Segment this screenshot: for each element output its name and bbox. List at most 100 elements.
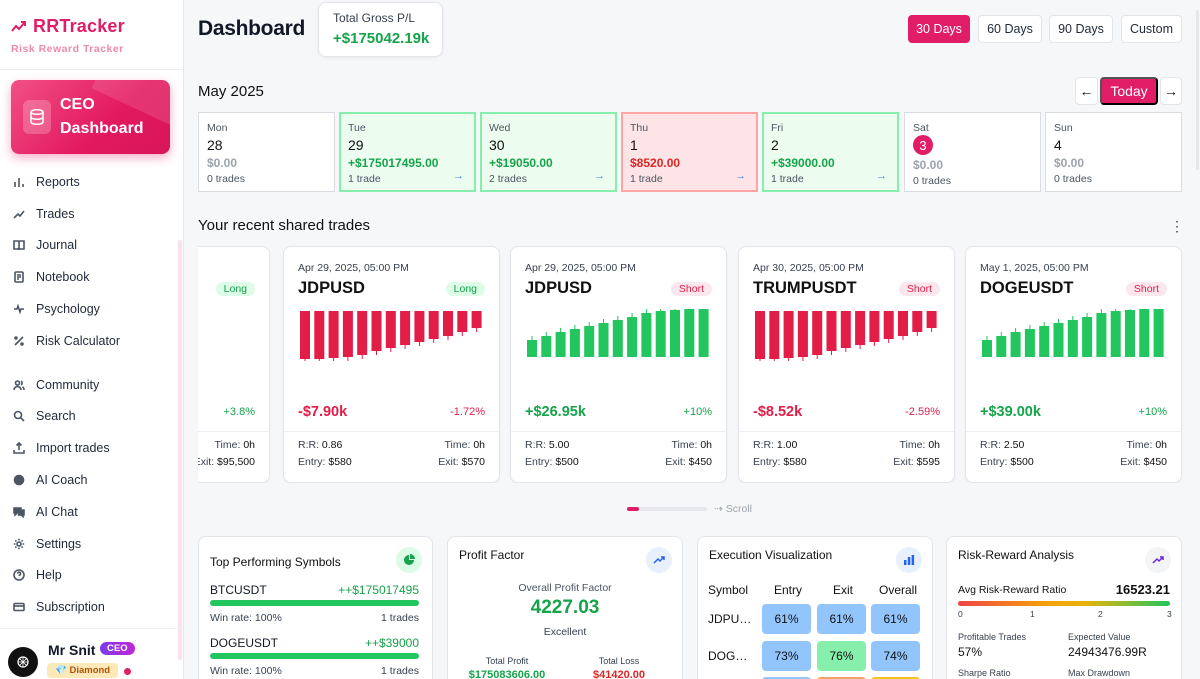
gross-label: Total Gross P/L [333, 11, 416, 25]
sidebar-item-ai-coach[interactable]: AI Coach [0, 464, 178, 496]
candle [314, 311, 325, 359]
sidebar-scrollbar[interactable] [178, 240, 182, 660]
database-icon [23, 100, 51, 134]
calendar-day[interactable]: Thu 1 $8520.00 1 trade → [621, 112, 758, 192]
trade-card[interactable]: Apr 30, 2025, 05:00 PM TRUMPUSDT Short -$8.… [738, 246, 955, 483]
calendar-day[interactable]: Sun 4 $0.00 0 trades [1045, 112, 1182, 192]
user-profile[interactable]: Mr Snit CEO 💎 Diamond [0, 628, 184, 679]
sidebar-item-trades[interactable]: Trades [0, 198, 178, 230]
trade-rr-time-row: R:R: 0.86 Time: 0h [298, 439, 485, 451]
top-symbols-title: Top Performing Symbols [210, 555, 341, 569]
sidebar-item-reports[interactable]: Reports [0, 166, 178, 198]
card-icon [13, 602, 25, 612]
candle [371, 311, 382, 351]
rr-label: R:R: [980, 439, 1001, 451]
time-field: Time: 0h [445, 439, 485, 451]
exec-exit-cell[interactable]: 76% [817, 641, 866, 671]
candle [783, 311, 794, 358]
sidebar-item-psychology[interactable]: Psychology [0, 293, 178, 325]
exec-overall-cell[interactable]: 74% [871, 641, 920, 671]
arrow-right-icon[interactable]: → [735, 170, 746, 182]
exit-label: Exit: [198, 456, 215, 468]
day-pl: $0.00 [913, 158, 944, 172]
profit-factor-value: 4227.03 [530, 597, 600, 618]
calendar-day[interactable]: Sat 3 $0.00 0 trades [904, 112, 1041, 192]
sidebar-item-risk-calculator[interactable]: Risk Calculator [0, 325, 178, 357]
carousel-scrollbar[interactable] [627, 507, 707, 511]
trade-card[interactable]: Long +3.8% Time: 0h Exit: $95,500 [198, 246, 270, 483]
entry-value: $500 [1010, 456, 1034, 468]
candlestick-chart [982, 309, 1164, 357]
entry-label: Entry: [298, 456, 326, 468]
sidebar-item-journal[interactable]: Journal [0, 230, 178, 262]
sidebar-item-settings[interactable]: Settings [0, 528, 178, 560]
book-icon [13, 240, 25, 251]
arrow-right-icon[interactable]: → [453, 170, 464, 182]
sidebar-item-notebook[interactable]: Notebook [0, 261, 178, 293]
ceo-dashboard-button[interactable]: CEO Dashboard [11, 80, 170, 154]
calendar-day[interactable]: Tue 29 +$175017495.00 1 trade → [339, 112, 476, 192]
range-30-days-button[interactable]: 30 Days [908, 15, 970, 43]
recent-trades-carousel[interactable]: Long +3.8% Time: 0h Exit: $95,500 Apr 29, … [198, 246, 1184, 483]
day-pl: $0.00 [207, 156, 238, 170]
exec-overall-cell-partial[interactable] [871, 677, 920, 679]
candle [300, 311, 310, 359]
trend-up-icon[interactable] [646, 547, 672, 573]
day-name: Fri [771, 122, 784, 134]
range-custom-button[interactable]: Custom [1121, 15, 1182, 43]
exec-entry-cell[interactable]: 73% [762, 641, 811, 671]
sidebar-item-community[interactable]: Community [0, 369, 178, 401]
pie-chart-icon[interactable] [396, 547, 422, 573]
card-divider [511, 431, 726, 432]
trade-card[interactable]: Apr 29, 2025, 05:00 PM JDPUSD Short +$26.95… [510, 246, 727, 483]
sidebar-item-search[interactable]: Search [0, 401, 178, 433]
logo[interactable]: RRTracker Risk Reward Tracker [0, 0, 183, 70]
symbol-row[interactable]: BTCUSDT ++$175017495 [210, 583, 419, 597]
calendar-month: May 2025 [198, 83, 264, 100]
carousel-scroll-thumb[interactable] [627, 507, 639, 511]
calendar-day[interactable]: Mon 28 $0.00 0 trades [198, 112, 335, 192]
exec-entry-cell[interactable]: 61% [762, 604, 811, 634]
candle [328, 311, 339, 358]
entry-value: $580 [328, 456, 352, 468]
arrow-right-icon[interactable]: → [594, 170, 605, 182]
total-loss-value: $41420.00 [593, 669, 645, 679]
today-button[interactable]: Today [1100, 77, 1158, 105]
page-scrollbar[interactable] [1196, 10, 1199, 170]
prev-week-button[interactable]: ← [1075, 77, 1098, 105]
sidebar-item-import-trades[interactable]: Import trades [0, 432, 178, 464]
candle [982, 340, 992, 357]
range-60-days-button[interactable]: 60 Days [978, 15, 1042, 43]
range-90-days-button[interactable]: 90 Days [1049, 15, 1113, 43]
trade-card[interactable]: May 1, 2025, 05:00 PM DOGEUSDT Short +$39.0… [965, 246, 1182, 483]
avatar[interactable] [8, 647, 38, 677]
sidebar-item-help[interactable]: Help [0, 560, 178, 592]
sidebar-item-ai-chat[interactable]: AI Chat [0, 496, 178, 528]
symbol-row[interactable]: DOGEUSDT ++$39000 [210, 636, 419, 650]
exec-symbol: DOG… [708, 649, 748, 663]
next-week-button[interactable]: → [1160, 77, 1182, 105]
exec-entry-cell-partial[interactable] [762, 677, 811, 679]
bar-chart-icon[interactable] [896, 547, 922, 573]
rr-value: 2.50 [1003, 439, 1025, 451]
calendar-day[interactable]: Fri 2 +$39000.00 1 trade → [762, 112, 899, 192]
exit-label: Exit: [438, 456, 459, 468]
arrow-right-icon[interactable]: → [876, 170, 887, 182]
day-trade-count: 1 trade [771, 173, 804, 185]
day-number: 30 [489, 137, 505, 153]
more-options-icon[interactable]: ⋮ [1170, 218, 1184, 234]
candle [1110, 311, 1121, 357]
trend-up-icon[interactable] [1145, 547, 1171, 573]
exec-overall-cell[interactable]: 61% [871, 604, 920, 634]
sidebar-item-subscription[interactable]: Subscription [0, 591, 178, 623]
rr-label: R:R: [298, 439, 319, 451]
trade-rr-time-row: Time: 0h [198, 439, 255, 451]
trade-card[interactable]: Apr 29, 2025, 05:00 PM JDPUSD Long -$7.90k -… [283, 246, 500, 483]
calendar-day[interactable]: Wed 30 +$19050.00 2 trades → [480, 112, 617, 192]
risk-reward-title: Risk-Reward Analysis [958, 548, 1075, 562]
exec-exit-cell-partial[interactable] [817, 677, 866, 679]
exec-exit-cell[interactable]: 61% [817, 604, 866, 634]
upload-icon [13, 442, 25, 455]
trade-symbol: TRUMPUSDT [753, 279, 857, 297]
profit-factor-rating: Excellent [543, 626, 587, 638]
